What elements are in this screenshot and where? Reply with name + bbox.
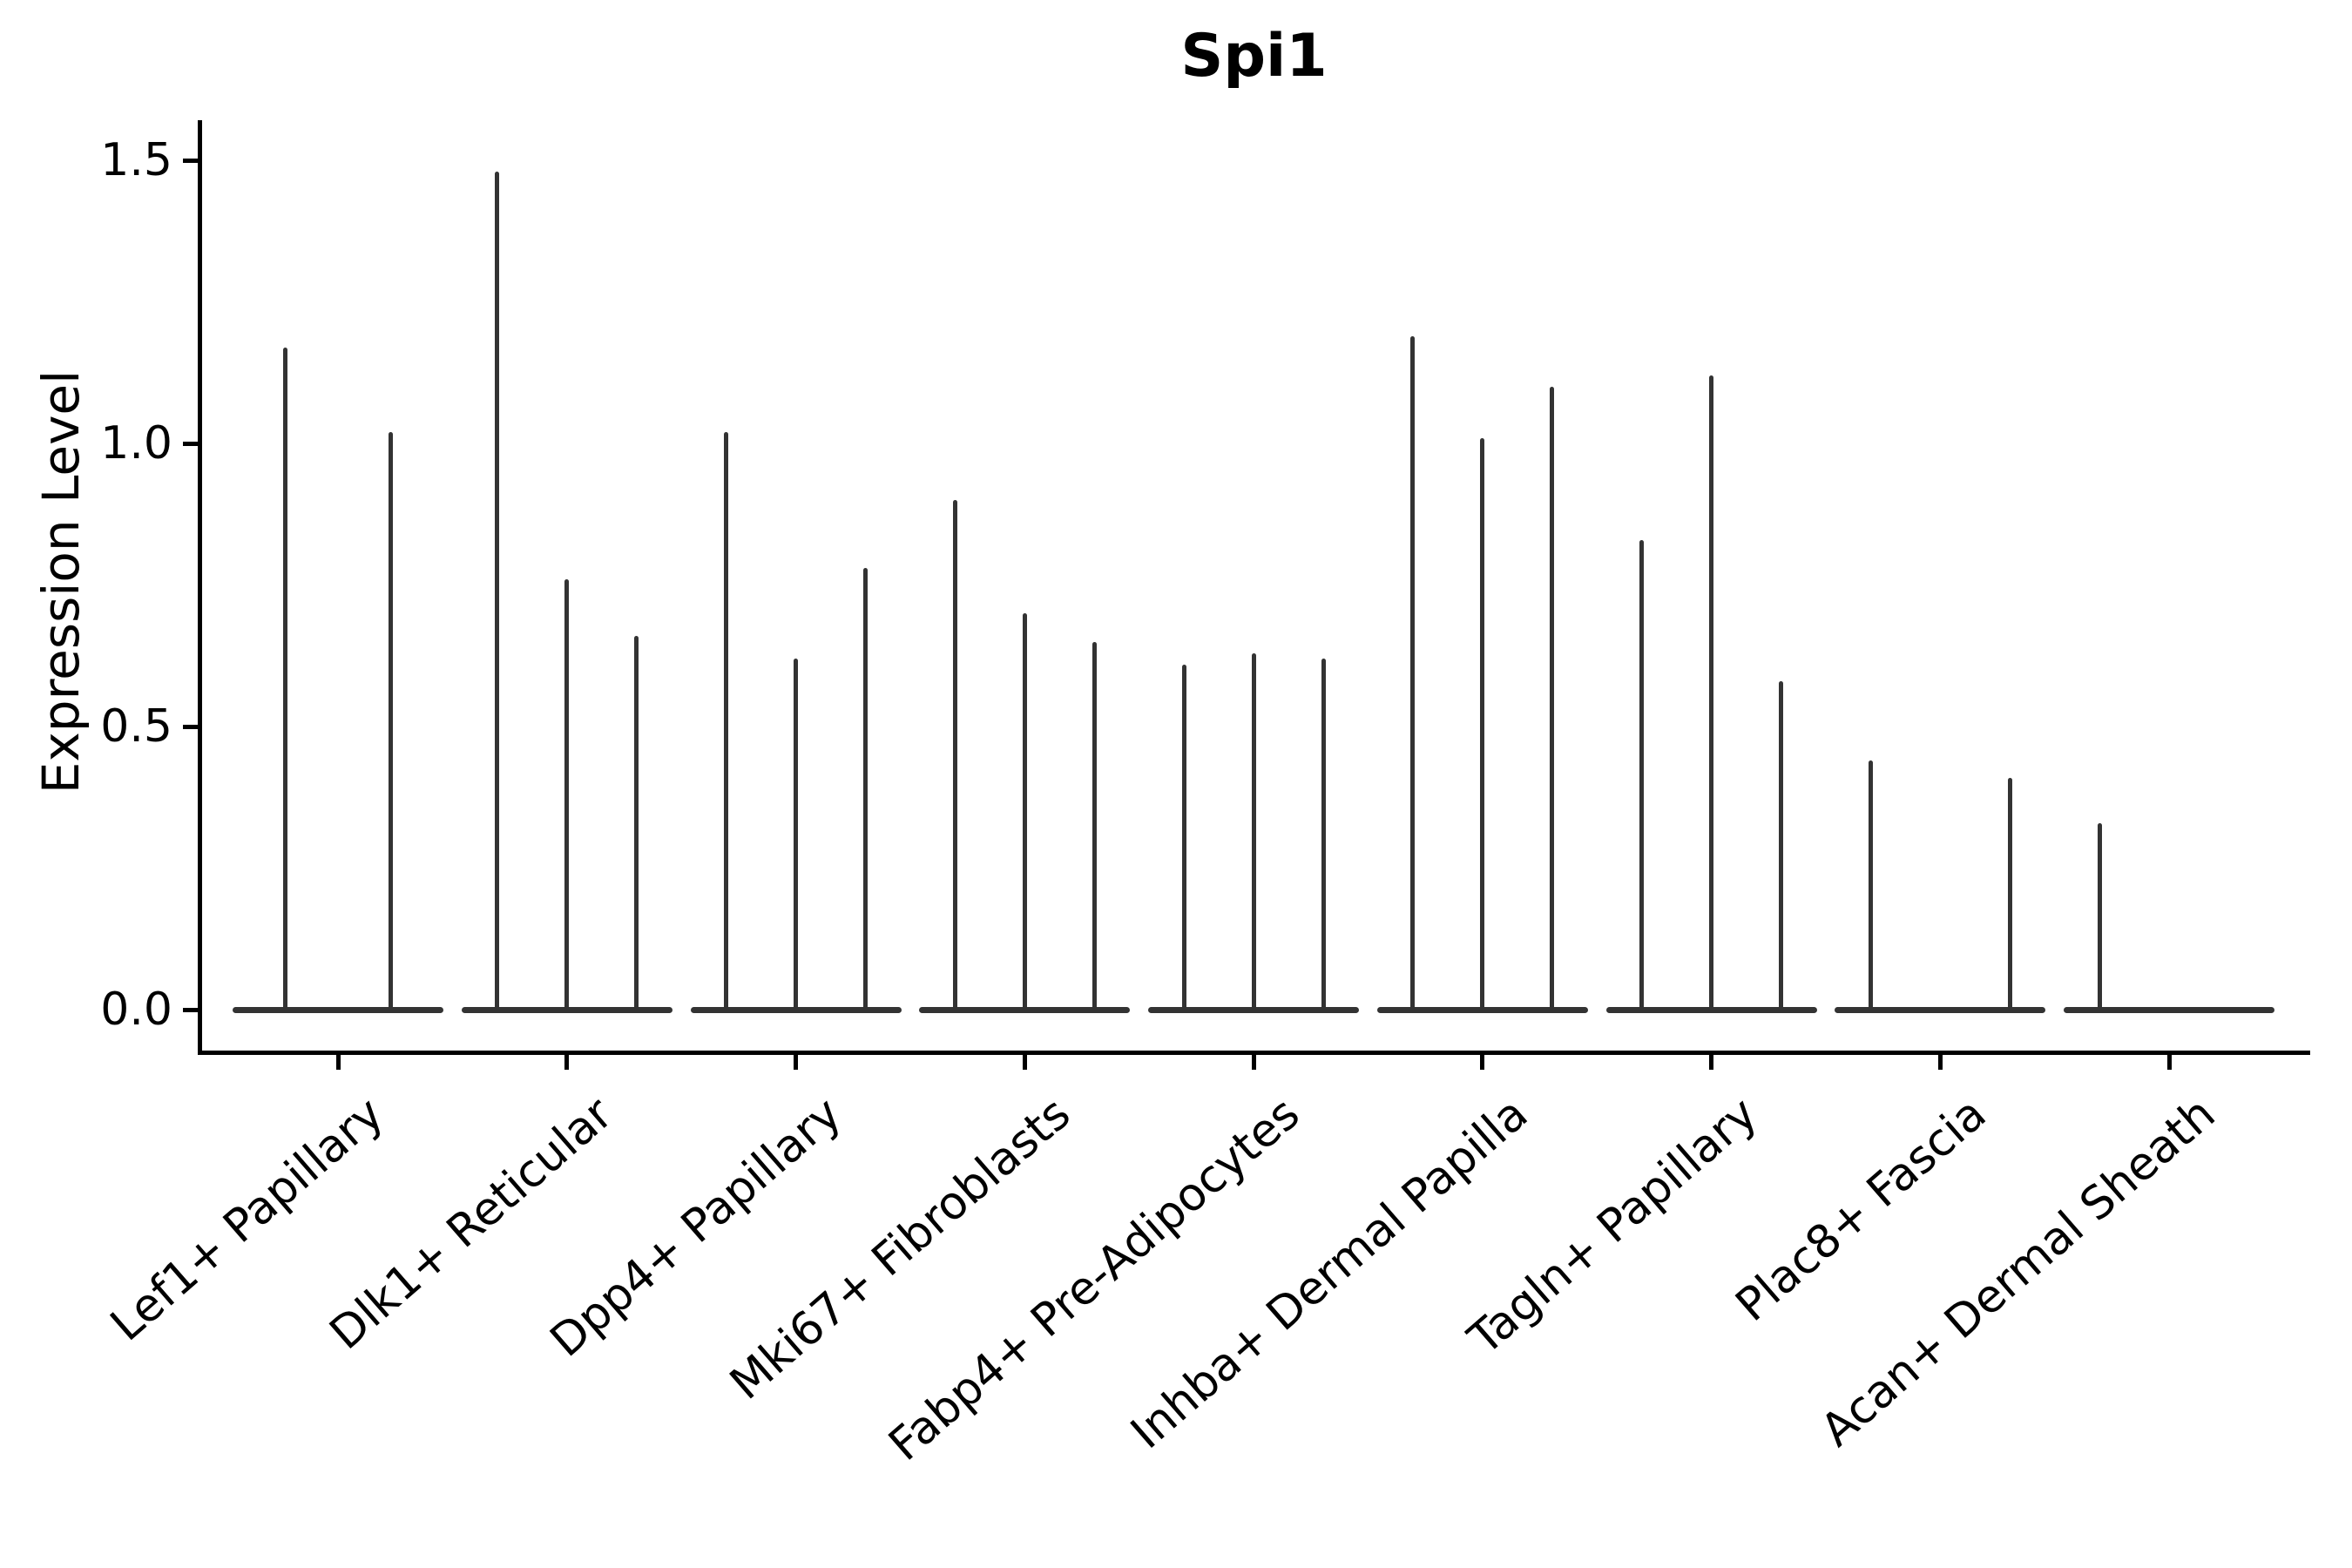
violin-spike	[1868, 760, 1873, 1012]
violin-spike	[564, 579, 570, 1012]
x-tick	[1480, 1055, 1485, 1070]
violin-spike	[634, 636, 639, 1012]
violin-spike	[1410, 335, 1416, 1012]
y-tick-label: 0.0	[100, 983, 172, 1036]
violin-spike	[1022, 613, 1027, 1012]
chart-title: Spi1	[1180, 22, 1328, 91]
y-tick	[183, 1007, 198, 1012]
violin-spike	[863, 568, 868, 1012]
y-tick-label: 1.0	[100, 417, 172, 470]
violin-spike	[388, 432, 393, 1012]
violin-spike	[2097, 822, 2102, 1012]
violin-spike	[1550, 387, 1555, 1012]
violin-spike	[1251, 652, 1256, 1012]
y-tick	[183, 724, 198, 729]
x-tick-label: Inhba+ Dermal Papilla	[1121, 1087, 1538, 1460]
violin-base	[1835, 1007, 2046, 1013]
y-tick-label: 1.5	[100, 134, 172, 186]
violin-spike	[1639, 539, 1644, 1012]
violin-spike	[1480, 437, 1485, 1012]
x-tick-label: Fabp4+ Pre-Adipocytes	[879, 1087, 1310, 1471]
y-tick-label: 0.5	[100, 700, 172, 753]
violin-base	[233, 1007, 443, 1013]
x-tick	[2166, 1055, 2172, 1070]
violin-spike	[1709, 375, 1713, 1012]
violin-spike	[1181, 664, 1186, 1012]
x-axis-spine	[198, 1051, 2310, 1055]
x-tick	[794, 1055, 798, 1070]
violin-spike	[1779, 681, 1783, 1012]
violin-spike	[1321, 659, 1326, 1012]
y-axis-spine	[198, 120, 202, 1055]
violin-spike	[2007, 777, 2012, 1012]
y-tick	[183, 158, 198, 163]
x-tick	[335, 1055, 341, 1070]
violin-spike	[495, 172, 500, 1012]
violin-spike	[1092, 641, 1097, 1012]
violin-spike	[794, 659, 798, 1012]
violin-spike	[952, 500, 957, 1012]
violin-spike	[724, 432, 728, 1012]
x-tick	[1251, 1055, 1256, 1070]
violin-base	[2064, 1007, 2274, 1013]
y-tick	[183, 441, 198, 446]
x-tick	[564, 1055, 570, 1070]
x-tick	[1709, 1055, 1713, 1070]
x-tick	[1937, 1055, 1943, 1070]
x-tick	[1022, 1055, 1027, 1070]
violin-spike	[282, 347, 287, 1012]
x-tick-label: Acan+ Dermal Sheath	[1810, 1087, 2226, 1457]
